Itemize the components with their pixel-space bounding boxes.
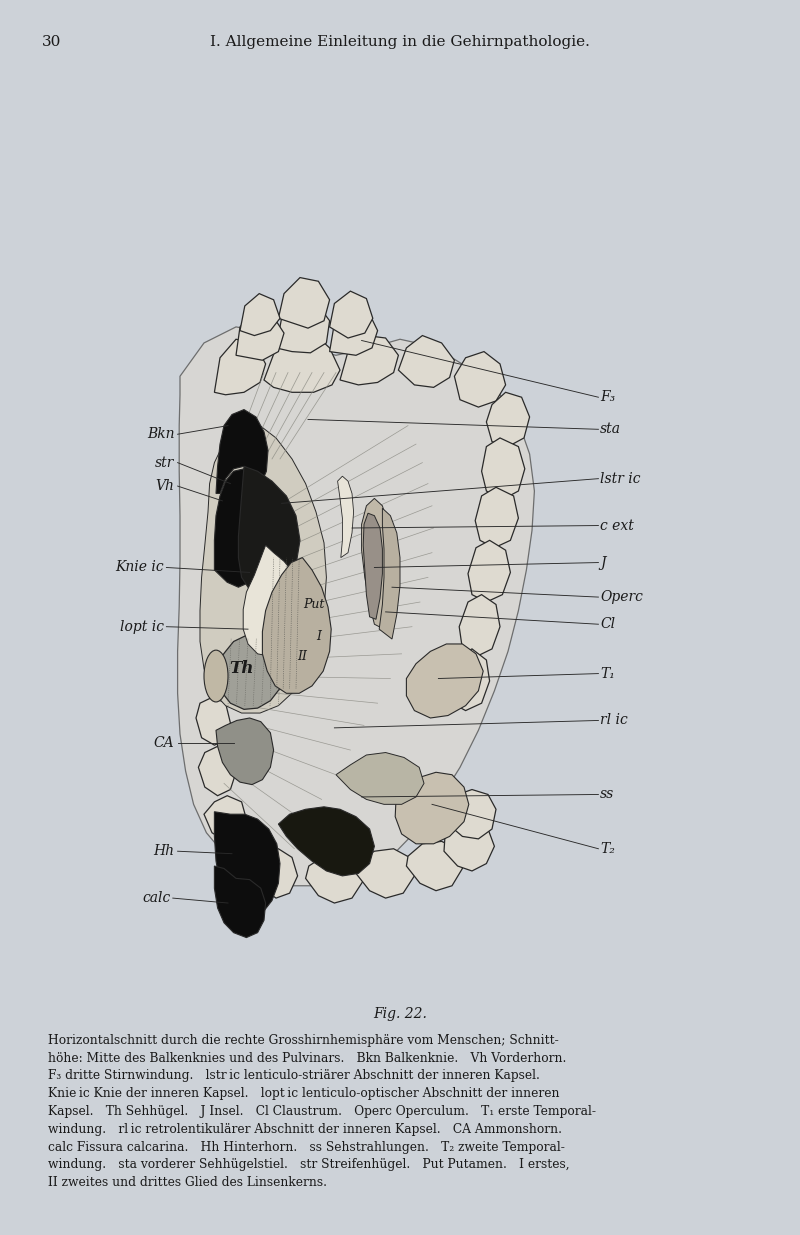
Ellipse shape: [204, 650, 228, 701]
Polygon shape: [340, 336, 398, 385]
Polygon shape: [278, 806, 374, 876]
Text: Bkn: Bkn: [147, 427, 174, 441]
Text: ss: ss: [600, 788, 614, 802]
Polygon shape: [236, 311, 284, 361]
Polygon shape: [276, 299, 330, 353]
Polygon shape: [362, 499, 390, 629]
Text: rl ic: rl ic: [600, 714, 628, 727]
Polygon shape: [482, 438, 525, 500]
Text: Knie ic: Knie ic: [115, 561, 164, 574]
Polygon shape: [338, 477, 354, 558]
Polygon shape: [264, 331, 340, 393]
Polygon shape: [243, 546, 306, 656]
Polygon shape: [406, 841, 462, 890]
Polygon shape: [450, 648, 490, 710]
Polygon shape: [468, 541, 510, 601]
Text: 30: 30: [42, 35, 61, 48]
Text: T₂: T₂: [600, 842, 615, 856]
Text: T₁: T₁: [600, 667, 615, 680]
Polygon shape: [240, 294, 280, 336]
Text: Horizontalschnitt durch die rechte Grosshirnhemisphäre vom Menschen; Schnitt-
hö: Horizontalschnitt durch die rechte Gross…: [48, 1034, 596, 1189]
Text: Cl: Cl: [600, 618, 615, 631]
Text: str: str: [155, 456, 174, 469]
Polygon shape: [214, 340, 266, 395]
Polygon shape: [356, 848, 414, 898]
Text: I: I: [316, 630, 321, 643]
Text: c ext: c ext: [600, 519, 634, 532]
Polygon shape: [178, 327, 534, 885]
Text: J: J: [600, 556, 606, 569]
Polygon shape: [459, 594, 500, 656]
Polygon shape: [336, 752, 424, 804]
Text: lstr ic: lstr ic: [600, 472, 641, 485]
Text: Put: Put: [303, 598, 324, 611]
Polygon shape: [330, 306, 378, 356]
Polygon shape: [406, 643, 483, 718]
Text: Hh: Hh: [154, 845, 174, 858]
Polygon shape: [398, 336, 454, 388]
Polygon shape: [252, 848, 298, 898]
Polygon shape: [216, 410, 268, 494]
Polygon shape: [262, 558, 331, 693]
Polygon shape: [196, 697, 230, 745]
Polygon shape: [214, 469, 269, 587]
Polygon shape: [475, 488, 518, 548]
Polygon shape: [379, 509, 400, 638]
Text: calc: calc: [142, 892, 170, 905]
Polygon shape: [238, 467, 300, 594]
Polygon shape: [363, 514, 382, 619]
Text: sta: sta: [600, 422, 621, 436]
Polygon shape: [395, 772, 469, 844]
Polygon shape: [446, 789, 496, 839]
Polygon shape: [306, 853, 363, 903]
Polygon shape: [278, 278, 330, 329]
Polygon shape: [444, 821, 494, 871]
Text: Fig. 22.: Fig. 22.: [373, 1007, 427, 1021]
Polygon shape: [218, 635, 284, 709]
Text: Operc: Operc: [600, 590, 643, 604]
Text: Th: Th: [230, 661, 254, 677]
Polygon shape: [454, 352, 506, 408]
Polygon shape: [214, 866, 266, 937]
Polygon shape: [486, 393, 530, 447]
Polygon shape: [200, 422, 326, 713]
Polygon shape: [214, 811, 280, 918]
Polygon shape: [198, 746, 236, 795]
Text: II: II: [298, 650, 307, 663]
Text: F₃: F₃: [600, 390, 615, 404]
Text: CA: CA: [154, 736, 174, 750]
Polygon shape: [204, 795, 246, 841]
Polygon shape: [330, 291, 373, 338]
Text: Vh: Vh: [155, 479, 174, 493]
Polygon shape: [216, 718, 274, 784]
Text: I. Allgemeine Einleitung in die Gehirnpathologie.: I. Allgemeine Einleitung in die Gehirnpa…: [210, 35, 590, 48]
Text: lopt ic: lopt ic: [120, 620, 164, 634]
